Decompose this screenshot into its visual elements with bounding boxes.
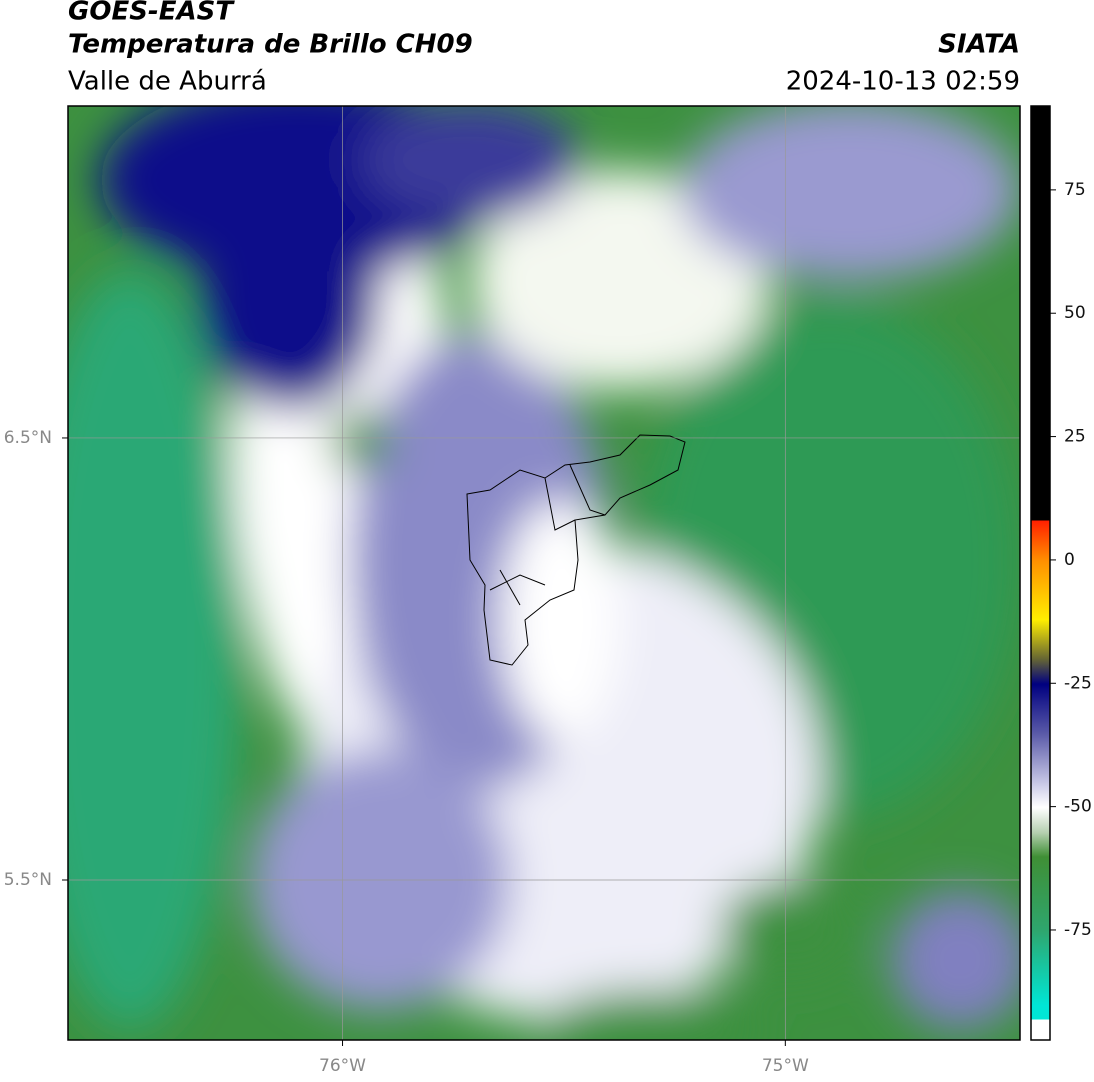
colorbar-tick-label: -50	[1064, 797, 1092, 817]
colorbar-tick-label: 50	[1064, 303, 1086, 323]
colorbar-tick-label: -25	[1064, 673, 1092, 693]
map-image	[68, 106, 1020, 1040]
colorbar-tick-label: 25	[1064, 427, 1086, 447]
colorbar-tick-label: -75	[1064, 920, 1092, 940]
x-tick-label: 76°W	[319, 1056, 366, 1076]
y-tick-label: 5.5°N	[4, 870, 52, 890]
datetime: 2024-10-13 02:59	[786, 67, 1020, 97]
x-tick-label: 75°W	[762, 1056, 809, 1076]
y-tick-label: 6.5°N	[4, 428, 52, 448]
source: SIATA	[938, 30, 1020, 60]
title: GOES-EAST	[68, 0, 235, 27]
municipal-boundaries	[466, 434, 686, 666]
colorbar-tick-label: 75	[1064, 180, 1086, 200]
grid	[68, 106, 1020, 1040]
subtitle: Temperatura de Brillo CH09	[68, 30, 473, 60]
colorbar-tick-label: 0	[1064, 550, 1075, 570]
colorbar	[1030, 105, 1051, 1041]
map-frame	[67, 105, 1021, 1041]
region: Valle de Aburrá	[68, 67, 267, 97]
